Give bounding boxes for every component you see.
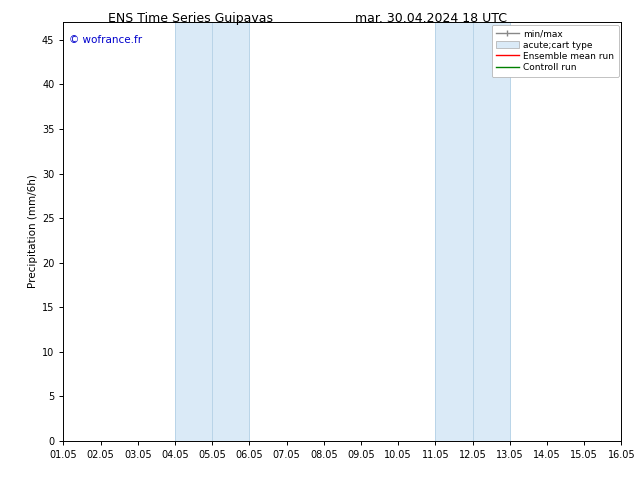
Bar (175, 22, 249, 441)
Text: © wofrance.fr: © wofrance.fr (69, 35, 142, 45)
Legend: min/max, acute;cart type, Ensemble mean run, Controll run: min/max, acute;cart type, Ensemble mean … (491, 25, 619, 76)
Y-axis label: Precipitation (mm/6h): Precipitation (mm/6h) (28, 174, 37, 289)
Text: mar. 30.04.2024 18 UTC: mar. 30.04.2024 18 UTC (355, 12, 507, 25)
Text: ENS Time Series Guipavas: ENS Time Series Guipavas (108, 12, 273, 25)
Bar (436, 22, 510, 441)
